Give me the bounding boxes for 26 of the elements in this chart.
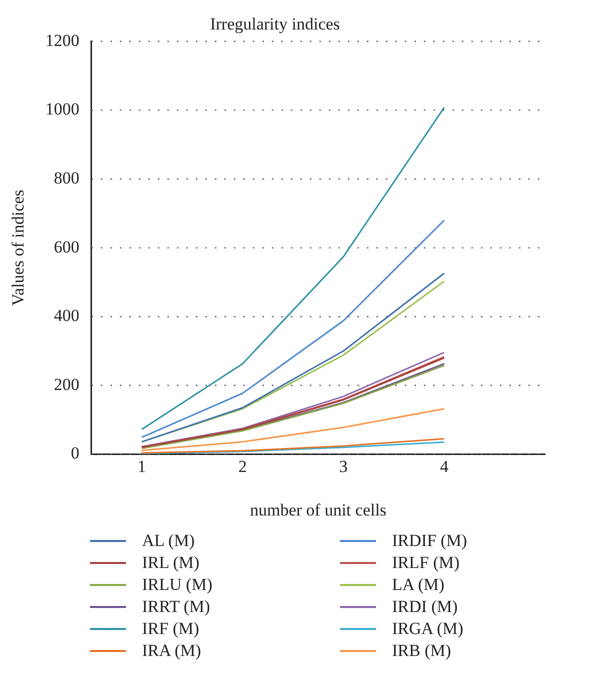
legend-label: IRA (M) [142, 641, 202, 661]
y-tick-label: 200 [54, 374, 80, 394]
legend-label: IRL (M) [142, 553, 200, 573]
legend-label: IRB (M) [392, 641, 452, 661]
legend-label: IRLU (M) [142, 575, 212, 595]
legend-label: IRDIF (M) [392, 531, 468, 551]
x-tick-label: 4 [440, 456, 449, 476]
legend-label: IRRT (M) [142, 597, 210, 617]
legend-label: LA (M) [392, 575, 444, 595]
legend-label: IRLF (M) [392, 553, 460, 573]
x-axis-title: number of unit cells [250, 500, 386, 520]
x-tick-label: 2 [238, 456, 247, 476]
y-tick-label: 1200 [45, 30, 80, 50]
y-tick-label: 1000 [45, 100, 80, 119]
y-axis-title: Values of indices [8, 190, 28, 306]
y-tick-label: 800 [54, 168, 80, 188]
legend-label: AL (M) [142, 531, 195, 551]
y-tick-label: 400 [54, 306, 80, 326]
y-tick-label: 600 [54, 237, 80, 256]
legend-label: IRF (M) [142, 619, 200, 639]
legend-label: IRDI (M) [392, 597, 458, 617]
y-tick-label: 0 [70, 444, 80, 463]
legend-label: IRGA (M) [392, 619, 464, 639]
x-tick-label: 1 [138, 456, 146, 476]
x-tick-label: 3 [339, 456, 348, 476]
chart-title: Irregularity indices [210, 14, 340, 34]
